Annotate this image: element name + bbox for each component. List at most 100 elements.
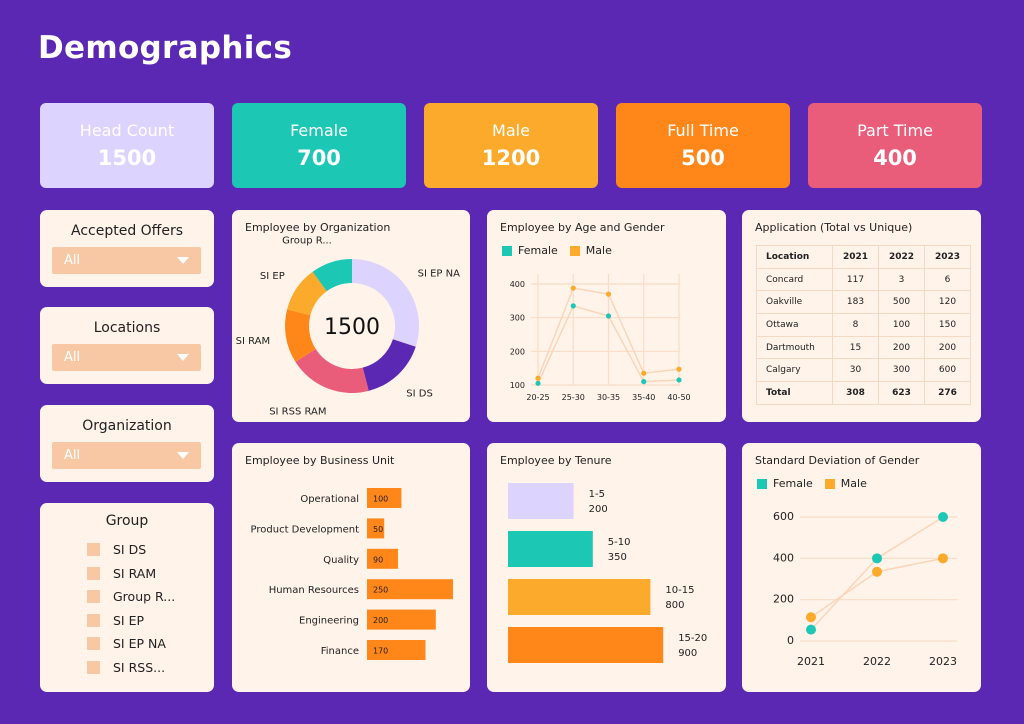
- data-point-female: [806, 624, 816, 635]
- data-point-male: [605, 291, 612, 297]
- legend-female: Female: [518, 244, 558, 257]
- caret-down-icon: [177, 452, 189, 459]
- bar-category-label: Product Development: [251, 524, 360, 535]
- bar-category-label: Engineering: [299, 616, 359, 627]
- checkbox[interactable]: [87, 590, 100, 603]
- table-cell: Dartmouth: [756, 335, 833, 360]
- x-tick-label: 2022: [863, 655, 891, 668]
- group-item-label: Group R...: [113, 589, 176, 604]
- donut-slice: [295, 349, 369, 393]
- bar: [367, 640, 426, 660]
- applications-card: Application (Total vs Unique) Location 20…: [742, 210, 981, 422]
- checkbox[interactable]: [87, 637, 100, 650]
- table-cell: 183: [832, 290, 879, 315]
- bar-value-label: 50: [373, 525, 383, 534]
- filter-dropdown[interactable]: All: [52, 344, 201, 371]
- data-point-female: [605, 313, 612, 319]
- caret-down-icon: [177, 257, 189, 264]
- filter-label: Accepted Offers: [71, 223, 183, 239]
- group-filter: Group SI DS SI RAM Group R... SI EP SI EP NA…: [40, 503, 214, 692]
- std-dev-card: Standard Deviation of Gender Female Male …: [742, 443, 981, 692]
- group-item[interactable]: SI EP NA: [87, 636, 166, 651]
- kpi-card: Full Time 500: [616, 103, 790, 188]
- data-point-female: [570, 303, 576, 309]
- slice-label: SI DS: [406, 388, 433, 399]
- table-cell: 8: [832, 313, 879, 337]
- bar: [508, 531, 593, 567]
- checkbox[interactable]: [87, 566, 100, 580]
- y-tick-label: 200: [510, 347, 525, 356]
- data-point-male: [872, 566, 882, 577]
- kpi-card: Female 700: [232, 103, 406, 188]
- caret-down-icon: [177, 354, 189, 361]
- data-point-female: [641, 379, 647, 385]
- kpi-value: 700: [297, 146, 341, 170]
- bar: [508, 579, 651, 615]
- checkbox[interactable]: [87, 660, 100, 674]
- legend-swatch-female: [757, 478, 767, 489]
- group-item-label: SI RSS...: [113, 659, 166, 675]
- bar: [508, 483, 574, 519]
- donut-slice: [352, 259, 419, 347]
- bar-category-label: 1-5: [589, 489, 605, 500]
- table-cell: 6: [924, 267, 971, 292]
- data-point-male: [641, 370, 647, 376]
- bar-value-label: 100: [373, 495, 388, 504]
- legend-male: Male: [585, 244, 612, 257]
- y-tick-label: 600: [773, 510, 794, 523]
- kpi-card: Part Time 400: [808, 103, 982, 188]
- table-cell: 30: [832, 358, 879, 383]
- filter-dropdown[interactable]: All: [52, 247, 201, 274]
- bar-value-label: 200: [373, 616, 388, 625]
- checkbox[interactable]: [87, 543, 100, 556]
- bar-category-label: 5-10: [608, 537, 631, 548]
- kpi-card: Male 1200: [424, 103, 598, 188]
- group-label: Group: [105, 513, 149, 529]
- donut-slice: [362, 339, 416, 391]
- bar-value-label: 800: [665, 600, 684, 611]
- filter-card: Accepted Offers All: [40, 210, 214, 287]
- x-tick-label: 35-40: [632, 393, 655, 402]
- group-item[interactable]: SI DS: [87, 542, 146, 557]
- data-point-female: [938, 512, 948, 522]
- table-cell: Concard: [756, 267, 833, 292]
- y-tick-label: 0: [787, 634, 794, 647]
- filter-card: Organization All: [40, 405, 214, 482]
- dropdown-value: All: [64, 448, 81, 463]
- kpi-value: 1200: [481, 146, 541, 170]
- slice-label: SI EP NA: [418, 269, 460, 280]
- table-cell: 3: [878, 267, 925, 292]
- kpi-label: Part Time: [857, 121, 933, 140]
- y-tick-label: 400: [510, 280, 525, 289]
- applications-table: Location 2021 2022 2023 Concard 117 3 6 Oakville…: [756, 245, 971, 405]
- org-chart-card: Employee by Organization SI EP NA SI DS SI…: [232, 210, 470, 422]
- donut-slice: [287, 271, 327, 316]
- column-header: 2022: [878, 245, 925, 269]
- table-cell: 15: [832, 335, 879, 360]
- bar: [367, 518, 385, 539]
- group-item[interactable]: SI EP: [87, 613, 144, 628]
- table-cell: 300: [878, 358, 925, 383]
- bar-category-label: Quality: [323, 555, 359, 566]
- chart-title: Employee by Business Unit: [245, 454, 395, 467]
- group-item[interactable]: Group R...: [87, 589, 175, 604]
- kpi-label: Head Count: [79, 121, 175, 140]
- chart-title: Standard Deviation of Gender: [755, 454, 920, 467]
- group-item[interactable]: SI RAM: [87, 566, 156, 581]
- bar-category-label: Operational: [300, 494, 359, 505]
- legend: Female Male: [757, 477, 867, 490]
- filter-dropdown[interactable]: All: [52, 442, 201, 469]
- bar-category-label: Finance: [321, 646, 359, 657]
- table-cell: 200: [878, 335, 925, 360]
- column-header: Location: [756, 245, 833, 269]
- bar-value-label: 350: [608, 552, 627, 563]
- table-cell: 117: [832, 267, 879, 292]
- group-item[interactable]: SI RSS...: [87, 660, 165, 675]
- bar-value-label: 90: [373, 555, 383, 564]
- table-cell: Ottawa: [756, 313, 833, 337]
- column-header: 2023: [924, 245, 971, 269]
- table-cell: 120: [924, 290, 971, 315]
- checkbox[interactable]: [87, 613, 100, 627]
- table-cell: Calgary: [756, 358, 833, 383]
- kpi-label: Female: [290, 121, 348, 140]
